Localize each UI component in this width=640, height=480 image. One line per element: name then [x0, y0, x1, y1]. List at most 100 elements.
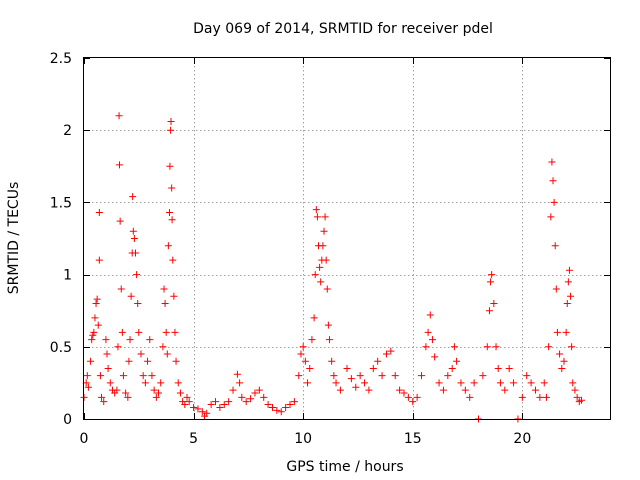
- data-point: [152, 393, 160, 401]
- data-point: [91, 314, 99, 322]
- data-point: [431, 353, 439, 361]
- y-tick-label: 2.5: [50, 51, 72, 67]
- data-point: [564, 278, 572, 286]
- data-point: [229, 386, 237, 394]
- plot-frame: [83, 57, 611, 420]
- data-point: [251, 389, 259, 397]
- grid-lines: [84, 58, 610, 419]
- data-point: [490, 299, 498, 307]
- data-point: [568, 343, 576, 351]
- data-point: [542, 393, 550, 401]
- data-point: [505, 364, 513, 372]
- data-point: [336, 386, 344, 394]
- data-point: [428, 336, 436, 344]
- data-point: [106, 379, 114, 387]
- data-point: [553, 328, 561, 336]
- data-point: [332, 379, 340, 387]
- data-point: [260, 393, 268, 401]
- data-point: [166, 162, 174, 170]
- data-point: [220, 401, 228, 409]
- data-point: [102, 336, 110, 344]
- chart-title: Day 069 of 2014, SRMTID for receiver pde…: [193, 21, 493, 37]
- data-point: [126, 336, 134, 344]
- data-point: [233, 370, 241, 378]
- data-point: [501, 386, 509, 394]
- data-point: [286, 401, 294, 409]
- data-point: [551, 242, 559, 250]
- data-point: [558, 364, 566, 372]
- data-point: [297, 350, 305, 358]
- data-point: [531, 386, 539, 394]
- data-point: [573, 393, 581, 401]
- x-tick-labels: 0 5 10 15 20: [80, 431, 532, 447]
- data-point: [450, 343, 458, 351]
- data-point: [133, 271, 141, 279]
- data-point: [135, 328, 143, 336]
- data-point: [295, 372, 303, 380]
- data-point: [365, 386, 373, 394]
- data-point: [96, 372, 104, 380]
- data-point: [304, 379, 312, 387]
- x-axis-label: GPS time / hours: [286, 459, 403, 475]
- data-point: [550, 198, 558, 206]
- data-point: [168, 184, 176, 192]
- data-point: [190, 403, 198, 411]
- data-point: [487, 278, 495, 286]
- data-point: [536, 393, 544, 401]
- data-point: [238, 393, 246, 401]
- data-point: [162, 328, 170, 336]
- data-point: [117, 285, 125, 293]
- data-point: [216, 403, 224, 411]
- data-point: [418, 372, 426, 380]
- data-point: [518, 393, 526, 401]
- data-point: [356, 372, 364, 380]
- data-point: [556, 350, 564, 358]
- data-point: [552, 285, 560, 293]
- data-point: [290, 398, 298, 406]
- data-point: [578, 396, 586, 404]
- data-point: [426, 311, 434, 319]
- data-point: [569, 379, 577, 387]
- data-point: [299, 343, 307, 351]
- data-point: [225, 398, 233, 406]
- data-point: [155, 389, 163, 397]
- data-point: [171, 328, 179, 336]
- data-point: [116, 217, 124, 225]
- data-point: [466, 393, 474, 401]
- data-point: [352, 383, 360, 391]
- data-point: [413, 393, 421, 401]
- data-point: [268, 403, 276, 411]
- data-point: [527, 379, 535, 387]
- data-point: [194, 405, 202, 413]
- data-point: [157, 379, 165, 387]
- data-point: [400, 389, 408, 397]
- data-point: [277, 408, 285, 416]
- data-point: [100, 398, 108, 406]
- data-point: [139, 372, 147, 380]
- y-tick-label: 1.5: [50, 195, 72, 211]
- data-point: [545, 343, 553, 351]
- data-point: [84, 383, 92, 391]
- data-point: [321, 213, 329, 221]
- data-point: [125, 357, 133, 365]
- data-point: [165, 209, 173, 217]
- data-point: [488, 271, 496, 279]
- data-point: [89, 331, 97, 339]
- data-point: [312, 206, 320, 214]
- data-point: [328, 357, 336, 365]
- y-axis-label: SRMTID / TECUs: [6, 182, 22, 295]
- data-point: [343, 364, 351, 372]
- data-point: [113, 386, 121, 394]
- data-point: [492, 343, 500, 351]
- data-point: [562, 328, 570, 336]
- data-point: [144, 357, 152, 365]
- x-tick-label: 15: [404, 431, 422, 447]
- data-point: [273, 406, 281, 414]
- data-point: [118, 328, 126, 336]
- data-point: [130, 235, 138, 242]
- data-point: [391, 372, 399, 380]
- data-point: [172, 357, 180, 365]
- data-point: [150, 386, 158, 394]
- data-point: [115, 112, 123, 120]
- data-point: [264, 401, 272, 409]
